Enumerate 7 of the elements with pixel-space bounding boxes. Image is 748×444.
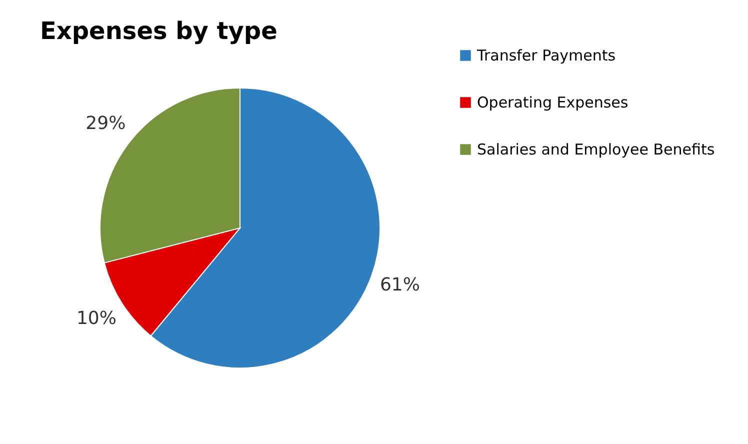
data-label: 10% [76,308,116,330]
legend-label: Salaries and Employee Benefits [477,140,715,158]
chart-title: Expenses by type [40,17,278,45]
data-label: 61% [380,274,420,296]
data-label: 29% [86,112,126,134]
legend-label: Transfer Payments [476,46,616,64]
legend-label: Operating Expenses [477,94,628,112]
